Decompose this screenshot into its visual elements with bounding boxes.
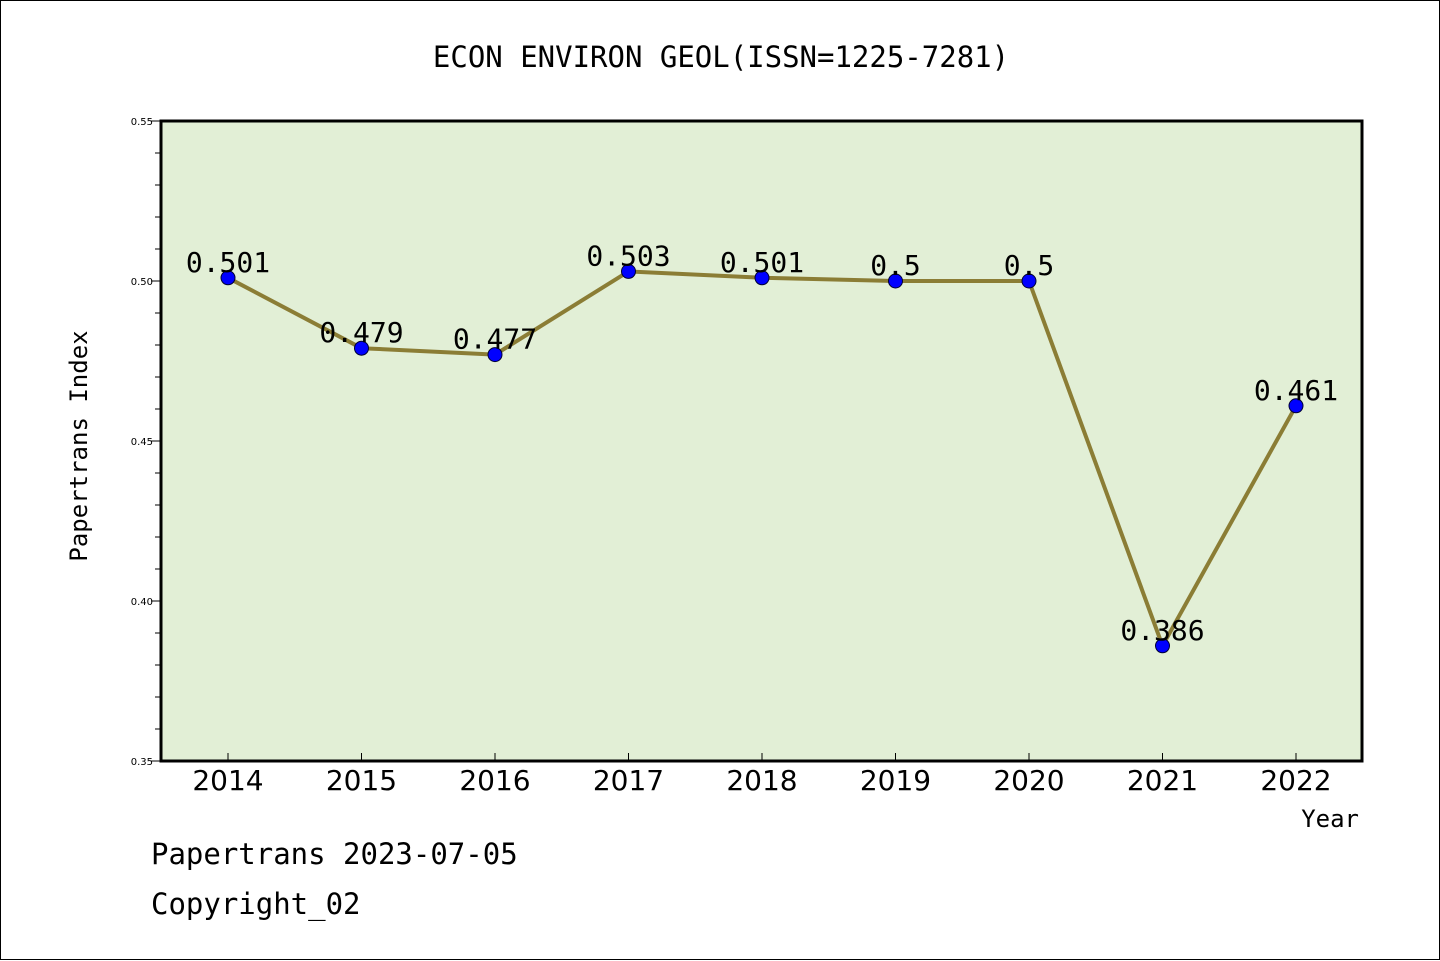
series-markers — [220, 263, 1304, 654]
x-tick-label: 2020 — [993, 764, 1064, 797]
y-axis-ticks: 0.35 0.40 0.45 0.50 0.55 — [131, 117, 161, 768]
footer-copyright-text: Copyright_02 — [151, 887, 361, 921]
data-labels: 0.501 0.479 0.477 0.503 0.501 0.5 0.5 0.386 0.46… — [186, 239, 1338, 646]
data-point — [354, 340, 369, 356]
x-tick-label: 2021 — [1127, 764, 1198, 797]
data-label: 0.477 — [453, 323, 537, 356]
x-axis-ticks: 2014 2015 2016 2017 2018 2019 2020 2021 2022 — [192, 753, 1332, 797]
y-tick-label: 0.40 — [131, 597, 153, 608]
footer-date-text: Papertrans 2023-07-05 — [151, 837, 518, 871]
data-label: 0.5 — [870, 249, 921, 282]
data-label: 0.386 — [1120, 614, 1204, 647]
data-label: 0.501 — [186, 246, 270, 279]
data-label: 0.503 — [586, 239, 670, 272]
y-axis-label: Papertrans Index — [65, 330, 93, 561]
data-label: 0.5 — [1004, 249, 1055, 282]
x-tick-label: 2016 — [459, 764, 530, 797]
x-tick-label: 2018 — [726, 764, 797, 797]
x-tick-label: 2014 — [192, 764, 263, 797]
x-axis-label: Year — [1301, 805, 1359, 833]
x-tick-label: 2022 — [1260, 764, 1331, 797]
data-point — [621, 263, 636, 279]
data-label: 0.501 — [720, 246, 804, 279]
plot-area — [159, 119, 1364, 763]
x-tick-label: 2017 — [593, 764, 664, 797]
chart-title: ECON ENVIRON GEOL(ISSN=1225-7281) — [433, 40, 1009, 74]
data-point — [487, 347, 503, 363]
x-tick-label: 2019 — [860, 764, 931, 797]
y-tick-label: 0.55 — [131, 117, 153, 128]
y-tick-label: 0.45 — [131, 437, 153, 448]
data-point — [888, 273, 903, 289]
data-point — [1288, 398, 1304, 414]
data-point — [1155, 638, 1170, 654]
data-point — [1021, 273, 1037, 289]
data-label: 0.461 — [1254, 374, 1338, 407]
data-label: 0.479 — [319, 316, 403, 349]
data-point — [754, 270, 770, 286]
x-tick-label: 2015 — [326, 764, 397, 797]
y-minor-ticks — [155, 152, 161, 730]
data-point — [220, 270, 236, 286]
y-tick-label: 0.50 — [131, 277, 153, 288]
y-tick-label: 0.35 — [131, 757, 153, 768]
